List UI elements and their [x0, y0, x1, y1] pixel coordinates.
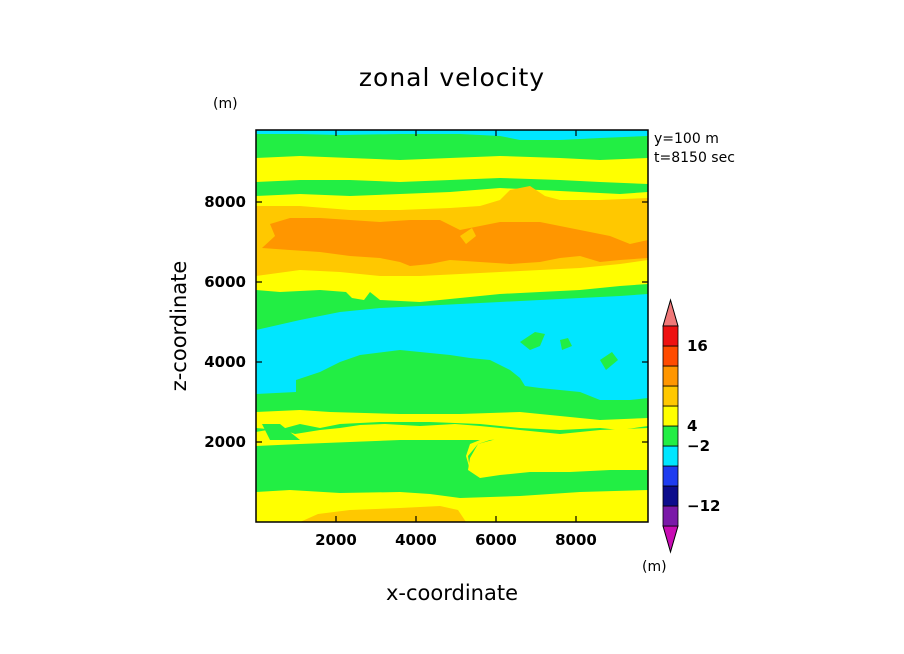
band-yellow-2000: [256, 424, 648, 478]
x-tick-label: 8000: [555, 531, 597, 549]
band-orange-upper: [262, 218, 648, 266]
colorbar-label: 4: [687, 417, 697, 435]
colorbar-label: −12: [687, 497, 720, 515]
colorbar-segment: [662, 485, 679, 507]
y-axis: 2000 4000 6000 8000: [204, 193, 648, 451]
x-tick-label: 4000: [395, 531, 437, 549]
colorbar-segment: [662, 505, 679, 527]
band-gold-bottom: [300, 506, 466, 522]
plot-frame: [255, 129, 649, 523]
colorbar-label: 16: [687, 337, 708, 355]
band-cyan-green-blob: [560, 338, 572, 350]
band-orange-notch: [460, 228, 476, 244]
x-axis: 2000 4000 6000 8000: [315, 130, 597, 549]
contour-field: [255, 129, 649, 523]
band-cyan-green-blob: [520, 332, 545, 350]
colorbar-extend-low: [662, 525, 679, 554]
colorbar-segment: [662, 405, 679, 427]
y-axis-label: z-coordinate: [167, 261, 191, 392]
colorbar: 16 4 −2 −12: [662, 298, 720, 554]
y-tick-label: 8000: [204, 193, 246, 211]
colorbar-extend-high: [662, 298, 679, 327]
y-tick-label: 4000: [204, 353, 246, 371]
colorbar-segment: [662, 385, 679, 407]
y-tick-label: 6000: [204, 273, 246, 291]
colorbar-segment: [662, 365, 679, 387]
annotation-y: y=100 m: [654, 131, 719, 147]
x-tick-label: 6000: [475, 531, 517, 549]
colorbar-segment: [662, 445, 679, 467]
y-tick-label: 2000: [204, 433, 246, 451]
x-axis-label: x-coordinate: [386, 581, 518, 605]
colorbar-label: −2: [687, 437, 710, 455]
y-unit-label: (m): [213, 96, 238, 112]
band-yellow-2500: [256, 410, 648, 430]
band-yellow-2000-right: [468, 438, 648, 478]
x-tick-label: 2000: [315, 531, 357, 549]
colorbar-segment: [662, 465, 679, 487]
colorbar-segment: [662, 345, 679, 367]
band-cyan: [256, 294, 648, 400]
band-cyan-green-blob: [600, 352, 618, 370]
chart-title: zonal velocity: [359, 63, 545, 92]
band-yellow-top: [256, 156, 648, 184]
colorbar-unit-label: (m): [642, 559, 667, 575]
colorbar-segment: [662, 325, 679, 347]
annotation-t: t=8150 sec: [654, 150, 735, 166]
colorbar-segment: [662, 425, 679, 447]
band-green-notch: [262, 424, 300, 440]
band-cyan-top: [256, 130, 648, 140]
